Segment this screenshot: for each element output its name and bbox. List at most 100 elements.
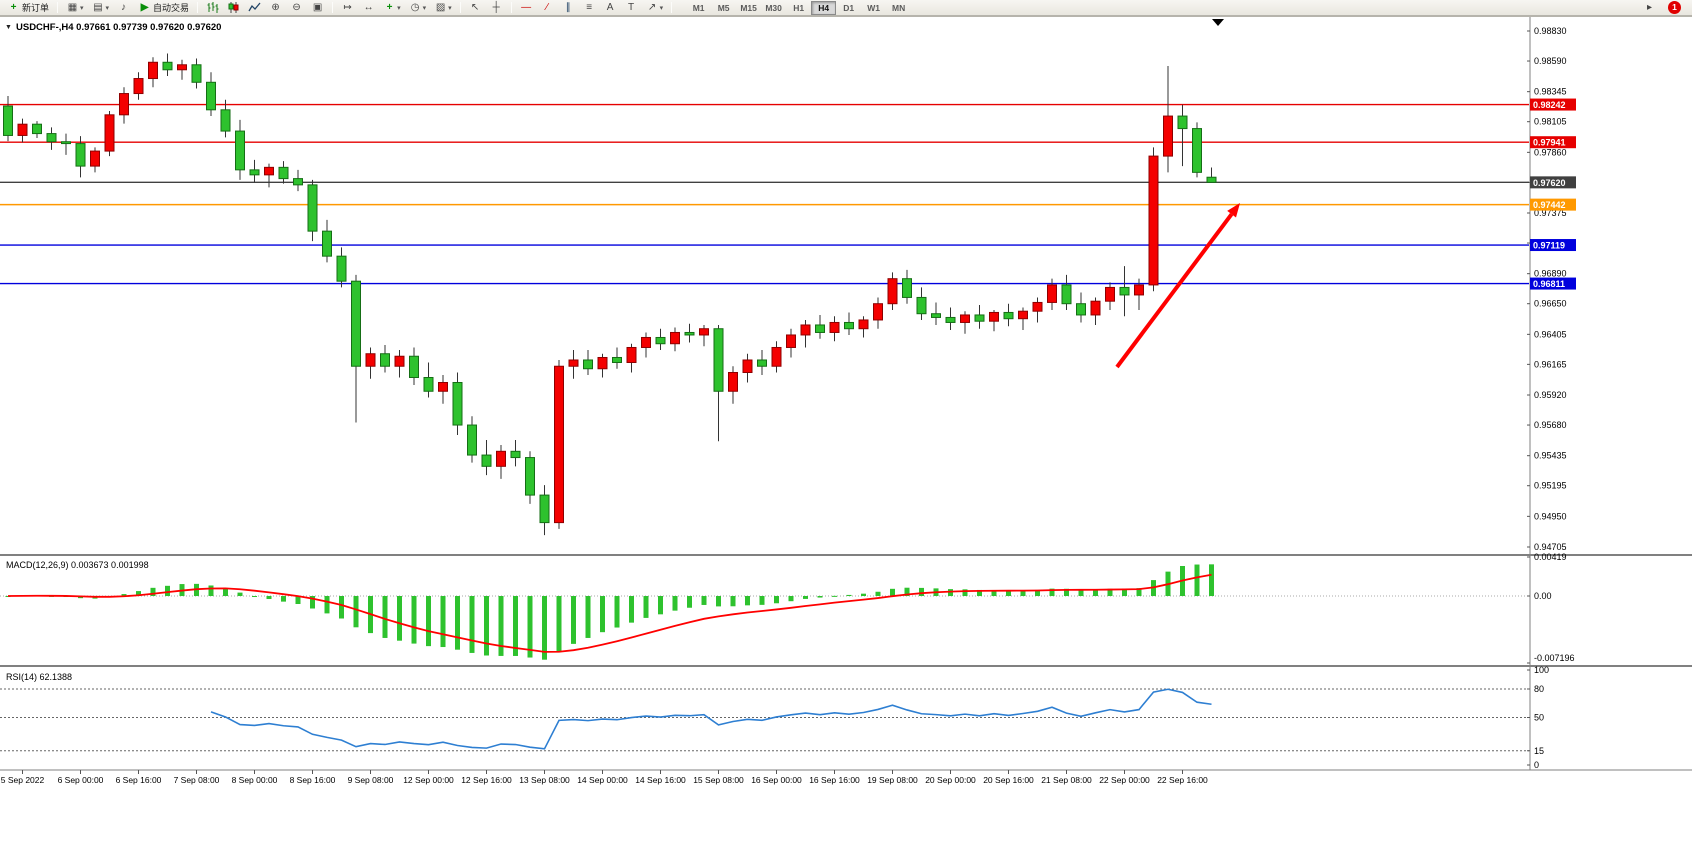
templates-button[interactable]: ▨ ▾	[430, 0, 456, 15]
price-tick-label: 0.95195	[1534, 481, 1567, 491]
horizontal-line-tool-button[interactable]: —	[516, 0, 537, 15]
chevron-down-icon: ▾	[422, 4, 427, 12]
macd-bar	[788, 596, 794, 602]
candle-body	[510, 450, 521, 459]
timeframe-m15-button[interactable]: M15	[736, 1, 761, 15]
crosshair-button[interactable]: ┼	[486, 0, 507, 15]
macd-bar	[237, 592, 243, 597]
text-tool-button[interactable]: A	[600, 0, 621, 15]
candle-body	[742, 359, 753, 373]
time-label: 9 Sep 08:00	[348, 775, 394, 785]
timeframe-m30-button[interactable]: M30	[761, 1, 786, 15]
candle-body	[32, 123, 42, 135]
arrows-tool-button[interactable]: ↗ ▾	[642, 0, 668, 15]
timeframe-h1-button[interactable]: H1	[786, 1, 811, 15]
candle-body	[1076, 303, 1086, 316]
macd-bar	[556, 596, 562, 652]
label-tool-icon: T	[628, 1, 635, 13]
toolbar-separator	[332, 2, 334, 13]
timeframe-m5-button[interactable]: M5	[711, 1, 736, 15]
timeframe-mn-button[interactable]: MN	[886, 1, 911, 15]
periods-button[interactable]: ◷ ▾	[405, 0, 431, 15]
tile-windows-button[interactable]: ▣	[307, 0, 328, 15]
macd-bar	[1020, 590, 1026, 597]
timeframe-w1-button[interactable]: W1	[861, 1, 886, 15]
bar-chart-button[interactable]	[202, 0, 223, 15]
macd-bar	[1107, 588, 1113, 597]
chart-background[interactable]	[0, 16, 1692, 846]
macd-bar	[977, 589, 982, 597]
arrows-tool-icon: ↗	[647, 1, 657, 13]
scroll-right-button[interactable]: ▸	[1639, 0, 1660, 15]
indicators-button[interactable]: + ▾	[379, 0, 405, 15]
macd-bar	[890, 588, 895, 597]
macd-bar	[295, 596, 301, 604]
candle-body	[960, 314, 970, 323]
candle-body	[887, 278, 898, 305]
trend-arrow-line[interactable]	[1115, 212, 1234, 369]
new-order-button[interactable]: + 新订单	[3, 0, 53, 15]
sounds-button[interactable]: ♪	[113, 0, 134, 15]
timeframe-h4-button[interactable]: H4	[811, 0, 837, 15]
trendline-tool-button[interactable]: ∕	[537, 0, 558, 15]
candle-body	[539, 494, 550, 524]
candle-body	[641, 336, 651, 348]
zoom-in-button[interactable]: ⊕	[265, 0, 286, 15]
autotrading-button[interactable]: ▶ 自动交易	[134, 0, 193, 15]
candle-body	[1119, 286, 1130, 296]
candle-body	[336, 255, 347, 282]
price-tag-label: 0.97119	[1533, 241, 1565, 251]
channel-tool-button[interactable]: ∥	[558, 0, 579, 15]
chevron-down-icon: ▾	[448, 4, 452, 12]
candle-body	[655, 336, 666, 345]
profiles-button[interactable]: ▤ ▾	[88, 0, 114, 15]
price-tick-label: 0.95435	[1534, 451, 1567, 461]
timeframe-d1-button[interactable]: D1	[836, 1, 861, 15]
auto-scroll-button[interactable]: ↦	[337, 0, 358, 15]
notifications-button[interactable]: 1	[1664, 0, 1685, 15]
candle-body	[1003, 311, 1014, 320]
chart-shift-marker[interactable]	[1212, 19, 1224, 26]
new-chart-button[interactable]: ▦ ▾	[62, 0, 88, 15]
macd-bar	[687, 596, 692, 608]
price-tag	[1530, 176, 1576, 189]
candle-body	[684, 331, 695, 336]
label-tool-button[interactable]: T	[621, 0, 642, 15]
candlestick-chart-button[interactable]	[223, 0, 244, 15]
line-chart-button[interactable]	[244, 0, 265, 15]
candle-body	[119, 93, 129, 116]
candle-body	[916, 296, 927, 315]
candle-body	[496, 450, 506, 467]
rsi-tick-label: 100	[1534, 665, 1549, 675]
candle-body	[945, 316, 956, 323]
price-tick-label: 0.98105	[1534, 117, 1567, 127]
trend-arrow-head[interactable]	[1227, 203, 1240, 218]
rsi-tick-label: 15	[1534, 746, 1544, 756]
zoom-out-button[interactable]: ⊖	[286, 0, 307, 15]
macd-bar	[339, 596, 344, 619]
macd-bar	[600, 596, 605, 633]
templates-icon: ▨	[435, 1, 446, 13]
cursor-button[interactable]: ↖	[465, 0, 486, 15]
chart-shift-button[interactable]: ↔	[358, 0, 379, 15]
zoom-out-icon: ⊖	[292, 1, 301, 13]
timeframe-m1-button[interactable]: M1	[686, 1, 711, 15]
macd-bar	[498, 596, 504, 656]
candle-body	[1018, 310, 1028, 320]
price-tag-label: 0.98242	[1533, 100, 1566, 110]
macd-bar	[962, 589, 968, 597]
time-label: 8 Sep 00:00	[232, 775, 278, 785]
macd-bar	[629, 596, 634, 623]
toolbar-separator	[197, 2, 199, 13]
fibonacci-tool-button[interactable]: ≡	[579, 0, 600, 15]
one-click-collapse-icon[interactable]: ▼	[5, 24, 12, 31]
trendline-icon: ∕	[546, 1, 548, 13]
candle-body	[191, 64, 202, 83]
price-tag-label: 0.96811	[1533, 279, 1565, 289]
macd-bar	[904, 587, 910, 597]
chevron-down-icon: ▾	[397, 4, 401, 12]
macd-bar	[1049, 588, 1055, 597]
macd-bar	[1093, 589, 1098, 597]
macd-bar	[527, 596, 533, 658]
